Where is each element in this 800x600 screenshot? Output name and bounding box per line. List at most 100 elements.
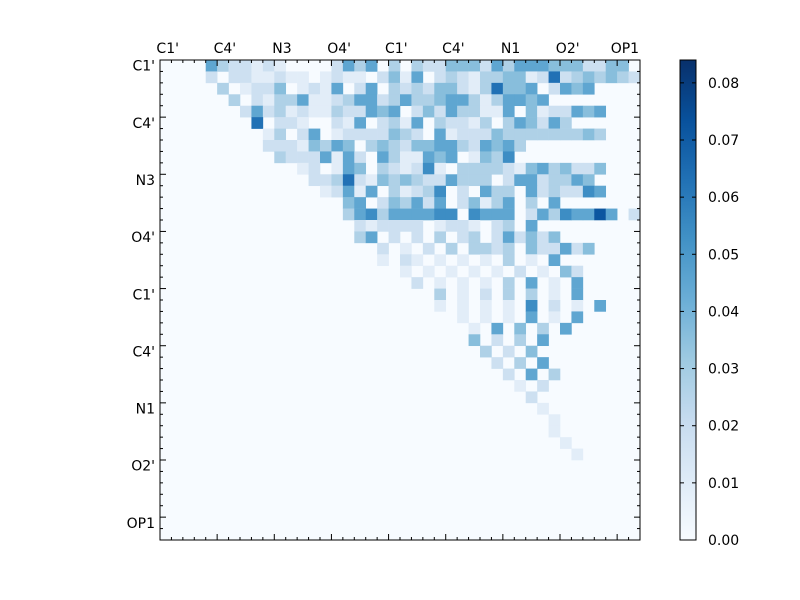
heatmap-cell	[525, 231, 538, 244]
heatmap-cell	[468, 208, 481, 221]
heatmap-cell	[548, 277, 561, 289]
heatmap-cell	[457, 254, 469, 267]
heatmap-cell	[491, 82, 504, 95]
heatmap-cell	[400, 208, 412, 221]
heatmap-cell	[411, 208, 424, 221]
heatmap-cell	[422, 60, 435, 72]
heatmap-cell	[365, 231, 378, 244]
heatmap-cell	[320, 185, 332, 198]
heatmap-cell	[342, 174, 355, 187]
colorbar-tick-label: 0.02	[708, 419, 739, 435]
heatmap-cell	[525, 174, 538, 187]
heatmap-cell	[537, 185, 549, 198]
heatmap-cell	[411, 254, 424, 267]
heatmap-cell	[468, 71, 481, 84]
heatmap-cell	[594, 208, 607, 221]
heatmap-cell	[365, 208, 378, 221]
heatmap-cell	[491, 71, 504, 84]
heatmap-cell	[354, 128, 367, 141]
heatmap-cell	[388, 94, 401, 107]
heatmap-cell	[571, 300, 584, 312]
heatmap-cell	[514, 162, 527, 175]
heatmap-cell	[354, 185, 367, 198]
heatmap-cell	[525, 391, 538, 404]
heatmap-cell	[468, 105, 481, 118]
heatmap-cell	[480, 71, 492, 84]
heatmap-cell	[400, 174, 412, 187]
heatmap-cell	[434, 71, 447, 84]
heatmap-cell	[537, 208, 549, 221]
heatmap-cell	[502, 231, 515, 244]
heatmap-cell	[560, 185, 572, 198]
heatmap-cell	[491, 208, 504, 221]
heatmap-cell	[285, 117, 298, 129]
heatmap-cell	[502, 82, 515, 95]
heatmap-cell	[400, 128, 412, 141]
heatmap-cell	[388, 140, 401, 152]
heatmap-cell	[365, 82, 378, 95]
heatmap-cell	[514, 71, 527, 84]
heatmap-cell	[274, 105, 287, 118]
heatmap-cell	[365, 174, 378, 187]
heatmap-cell	[571, 82, 584, 95]
heatmap-cell	[365, 185, 378, 198]
heatmap-cell	[297, 71, 309, 84]
heatmap-cell	[525, 82, 538, 95]
heatmap-cell	[491, 265, 504, 278]
heatmap-cell	[400, 117, 412, 129]
heatmap-cell	[537, 322, 549, 335]
heatmap-cell	[480, 128, 492, 141]
heatmap-cell	[502, 60, 515, 72]
heatmap-cell	[502, 174, 515, 187]
heatmap-cell	[560, 82, 572, 95]
heatmap-cell	[434, 185, 447, 198]
heatmap-cell	[514, 380, 527, 392]
heatmap-cell	[285, 71, 298, 84]
heatmap-cell	[514, 60, 527, 72]
heatmap-cell	[262, 94, 275, 107]
heatmap-cell	[262, 105, 275, 118]
heatmap-cell	[445, 140, 458, 152]
heatmap-cell	[411, 128, 424, 141]
heatmap-cell	[594, 128, 607, 141]
colorbar-tick-label: 0.04	[708, 304, 739, 320]
heatmap-cell	[400, 197, 412, 209]
heatmap-cell	[548, 128, 561, 141]
heatmap-cell	[274, 82, 287, 95]
heatmap-cell	[548, 231, 561, 244]
heatmap-cell	[537, 357, 549, 369]
heatmap-cell	[422, 208, 435, 221]
heatmap-cell	[377, 208, 389, 221]
heatmap-cell	[377, 105, 389, 118]
x-tick-label: OP1	[611, 41, 639, 57]
heatmap-cell	[468, 94, 481, 107]
heatmap-cell	[502, 94, 515, 107]
y-tick-label: N1	[136, 402, 155, 418]
heatmap-cell	[251, 71, 264, 84]
heatmap-cell	[548, 254, 561, 267]
heatmap-cell	[502, 254, 515, 267]
heatmap-cell	[594, 185, 607, 198]
heatmap-cell	[377, 117, 389, 129]
heatmap-cell	[354, 82, 367, 95]
heatmap-cell	[560, 162, 572, 175]
y-tick-label: N3	[136, 173, 155, 189]
heatmap-cell	[411, 185, 424, 198]
heatmap-cell	[571, 265, 584, 278]
heatmap-cell	[502, 220, 515, 232]
heatmap-cell	[571, 185, 584, 198]
heatmap-cell	[560, 265, 572, 278]
heatmap-cell	[354, 94, 367, 107]
heatmap-cell	[434, 162, 447, 175]
heatmap-cell	[320, 71, 332, 84]
heatmap-cell	[297, 151, 309, 164]
x-tick-labels: C1' C4' N3 O4' C1' C4' N1 O2' OP1	[156, 41, 639, 57]
heatmap-cell	[285, 94, 298, 107]
heatmap-cell	[571, 128, 584, 141]
heatmap-cell	[445, 60, 458, 72]
heatmap-cell	[525, 128, 538, 141]
heatmap-cell	[262, 82, 275, 95]
heatmap-cell	[537, 334, 549, 347]
heatmap-cell	[560, 128, 572, 141]
heatmap-cell	[377, 197, 389, 209]
